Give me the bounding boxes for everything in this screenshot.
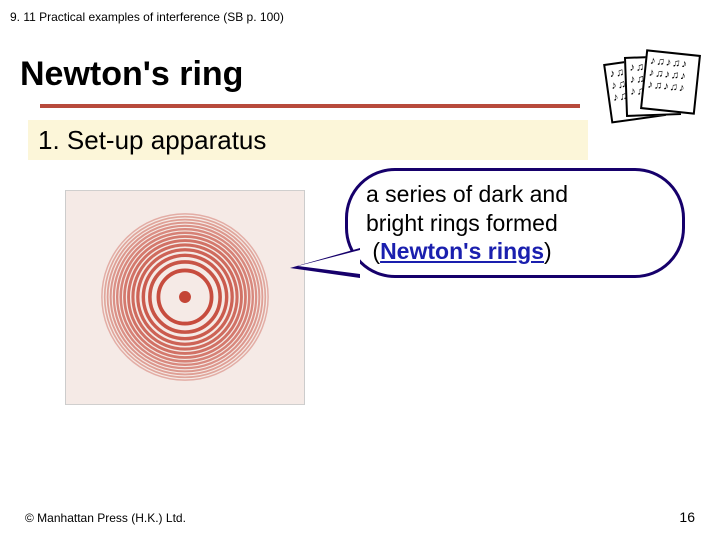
bubble-line-1: a series of dark and — [366, 180, 664, 209]
bubble-line-3: (Newton's rings) — [366, 237, 664, 266]
chapter-header: 9. 11 Practical examples of interference… — [10, 10, 284, 24]
copyright-footer: © Manhattan Press (H.K.) Ltd. — [25, 511, 186, 525]
page-number: 16 — [679, 509, 695, 525]
title-divider — [40, 104, 580, 108]
bubble-emphasis: Newton's rings — [380, 238, 544, 264]
speech-bubble-tail-inner — [298, 250, 360, 274]
subtitle-text: 1. Set-up apparatus — [38, 125, 266, 156]
speech-bubble: a series of dark and bright rings formed… — [345, 168, 685, 278]
music-sheets-icon: ♪♫♪♫♪♪♫♪♫♪♪♫♪♫♪ ♪♫♪♫♪♪♫♪♫♪♪♫♪♫♪ ♪♫♪♫♪♪♫♪… — [607, 50, 702, 125]
bubble-line-2: bright rings formed — [366, 209, 664, 238]
page-title: Newton's ring — [20, 55, 243, 94]
subtitle-box: 1. Set-up apparatus — [28, 120, 588, 160]
newtons-rings-figure — [65, 190, 305, 405]
